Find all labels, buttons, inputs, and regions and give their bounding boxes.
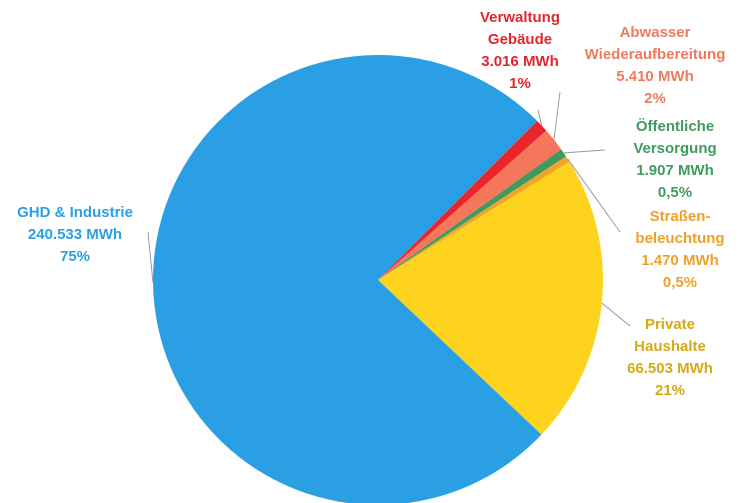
percent-label: 21% — [655, 382, 685, 399]
pie-slice — [153, 55, 542, 503]
value-label: 240.533 MWh — [28, 226, 122, 243]
value-label: 1.907 MWh — [636, 162, 714, 179]
leader-line — [567, 158, 621, 233]
percent-label: 0,5% — [658, 184, 692, 201]
pie-slice — [378, 161, 604, 435]
leader-line — [147, 231, 154, 284]
slice-label: Öffentliche — [636, 118, 714, 135]
value-label: 66.503 MWh — [627, 360, 713, 377]
leader-line — [537, 109, 543, 126]
slice-label: Abwasser — [620, 24, 691, 41]
value-label: 3.016 MWh — [481, 53, 559, 70]
value-label: 5.410 MWh — [616, 68, 694, 85]
slice-label: beleuchtung — [635, 230, 724, 247]
slice-label: Verwaltung — [480, 9, 560, 26]
pie-slice — [378, 120, 547, 280]
percent-label: 2% — [644, 90, 666, 107]
leader-line — [553, 91, 561, 140]
slice-label: Gebäude — [488, 31, 552, 48]
percent-label: 75% — [60, 248, 90, 265]
percent-label: 1% — [509, 75, 531, 92]
percent-label: 0,5% — [663, 274, 697, 291]
slice-label: Straßen- — [650, 208, 711, 225]
leader-line — [601, 302, 631, 327]
pie-slice — [378, 156, 570, 280]
pie-slice — [378, 130, 562, 280]
leader-line — [563, 149, 606, 154]
slice-label: GHD & Industrie — [17, 204, 133, 221]
slice-label: Private — [645, 316, 695, 333]
value-label: 1.470 MWh — [641, 252, 719, 269]
slice-label: Wiederaufbereitung — [585, 46, 726, 63]
slice-label: Versorgung — [633, 140, 716, 157]
pie-slice — [378, 149, 566, 280]
slice-label: Haushalte — [634, 338, 706, 355]
